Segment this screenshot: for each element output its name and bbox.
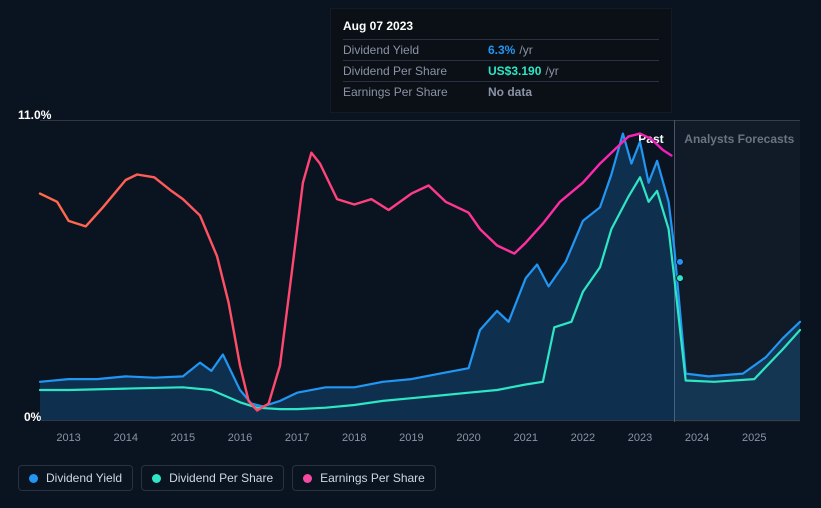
y-tick-min: 0% bbox=[24, 410, 41, 424]
legend-item-earnings-per-share[interactable]: Earnings Per Share bbox=[292, 465, 436, 491]
x-axis: 2013 2014 2015 2016 2017 2018 2019 2020 2021 2022… bbox=[40, 432, 800, 452]
tooltip-row-unit: /yr bbox=[545, 64, 558, 78]
tooltip-row: Dividend Per Share US$3.190 /yr bbox=[343, 60, 659, 81]
legend-dot-icon bbox=[152, 474, 161, 483]
x-tick: 2020 bbox=[456, 432, 480, 444]
chart-area[interactable] bbox=[40, 120, 800, 420]
x-tick: 2019 bbox=[399, 432, 423, 444]
x-tick: 2025 bbox=[742, 432, 766, 444]
x-tick: 2013 bbox=[56, 432, 80, 444]
tooltip-row: Dividend Yield 6.3% /yr bbox=[343, 39, 659, 60]
tooltip-row-label: Dividend Per Share bbox=[343, 64, 488, 78]
line-chart-svg bbox=[40, 120, 800, 420]
x-tick: 2014 bbox=[113, 432, 137, 444]
x-tick: 2016 bbox=[228, 432, 252, 444]
tooltip-row-value: 6.3% bbox=[488, 43, 515, 57]
legend-item-dividend-per-share[interactable]: Dividend Per Share bbox=[141, 465, 284, 491]
legend-label: Dividend Yield bbox=[46, 471, 122, 485]
legend: Dividend Yield Dividend Per Share Earnin… bbox=[18, 465, 436, 491]
legend-dot-icon bbox=[29, 474, 38, 483]
x-tick: 2022 bbox=[571, 432, 595, 444]
tooltip-date: Aug 07 2023 bbox=[343, 19, 659, 33]
x-tick: 2017 bbox=[285, 432, 309, 444]
legend-item-dividend-yield[interactable]: Dividend Yield bbox=[18, 465, 133, 491]
legend-label: Dividend Per Share bbox=[169, 471, 273, 485]
tooltip-row-label: Dividend Yield bbox=[343, 43, 488, 57]
legend-label: Earnings Per Share bbox=[320, 471, 425, 485]
x-tick: 2023 bbox=[628, 432, 652, 444]
x-tick: 2024 bbox=[685, 432, 709, 444]
tooltip: Aug 07 2023 Dividend Yield 6.3% /yr Divi… bbox=[330, 8, 672, 113]
tooltip-row-label: Earnings Per Share bbox=[343, 85, 488, 99]
tooltip-row-unit: /yr bbox=[519, 43, 532, 57]
x-tick: 2018 bbox=[342, 432, 366, 444]
x-tick: 2015 bbox=[171, 432, 195, 444]
legend-dot-icon bbox=[303, 474, 312, 483]
tooltip-row-value: US$3.190 bbox=[488, 64, 541, 78]
tooltip-row: Earnings Per Share No data bbox=[343, 81, 659, 102]
tooltip-row-value: No data bbox=[488, 85, 532, 99]
x-tick: 2021 bbox=[513, 432, 537, 444]
